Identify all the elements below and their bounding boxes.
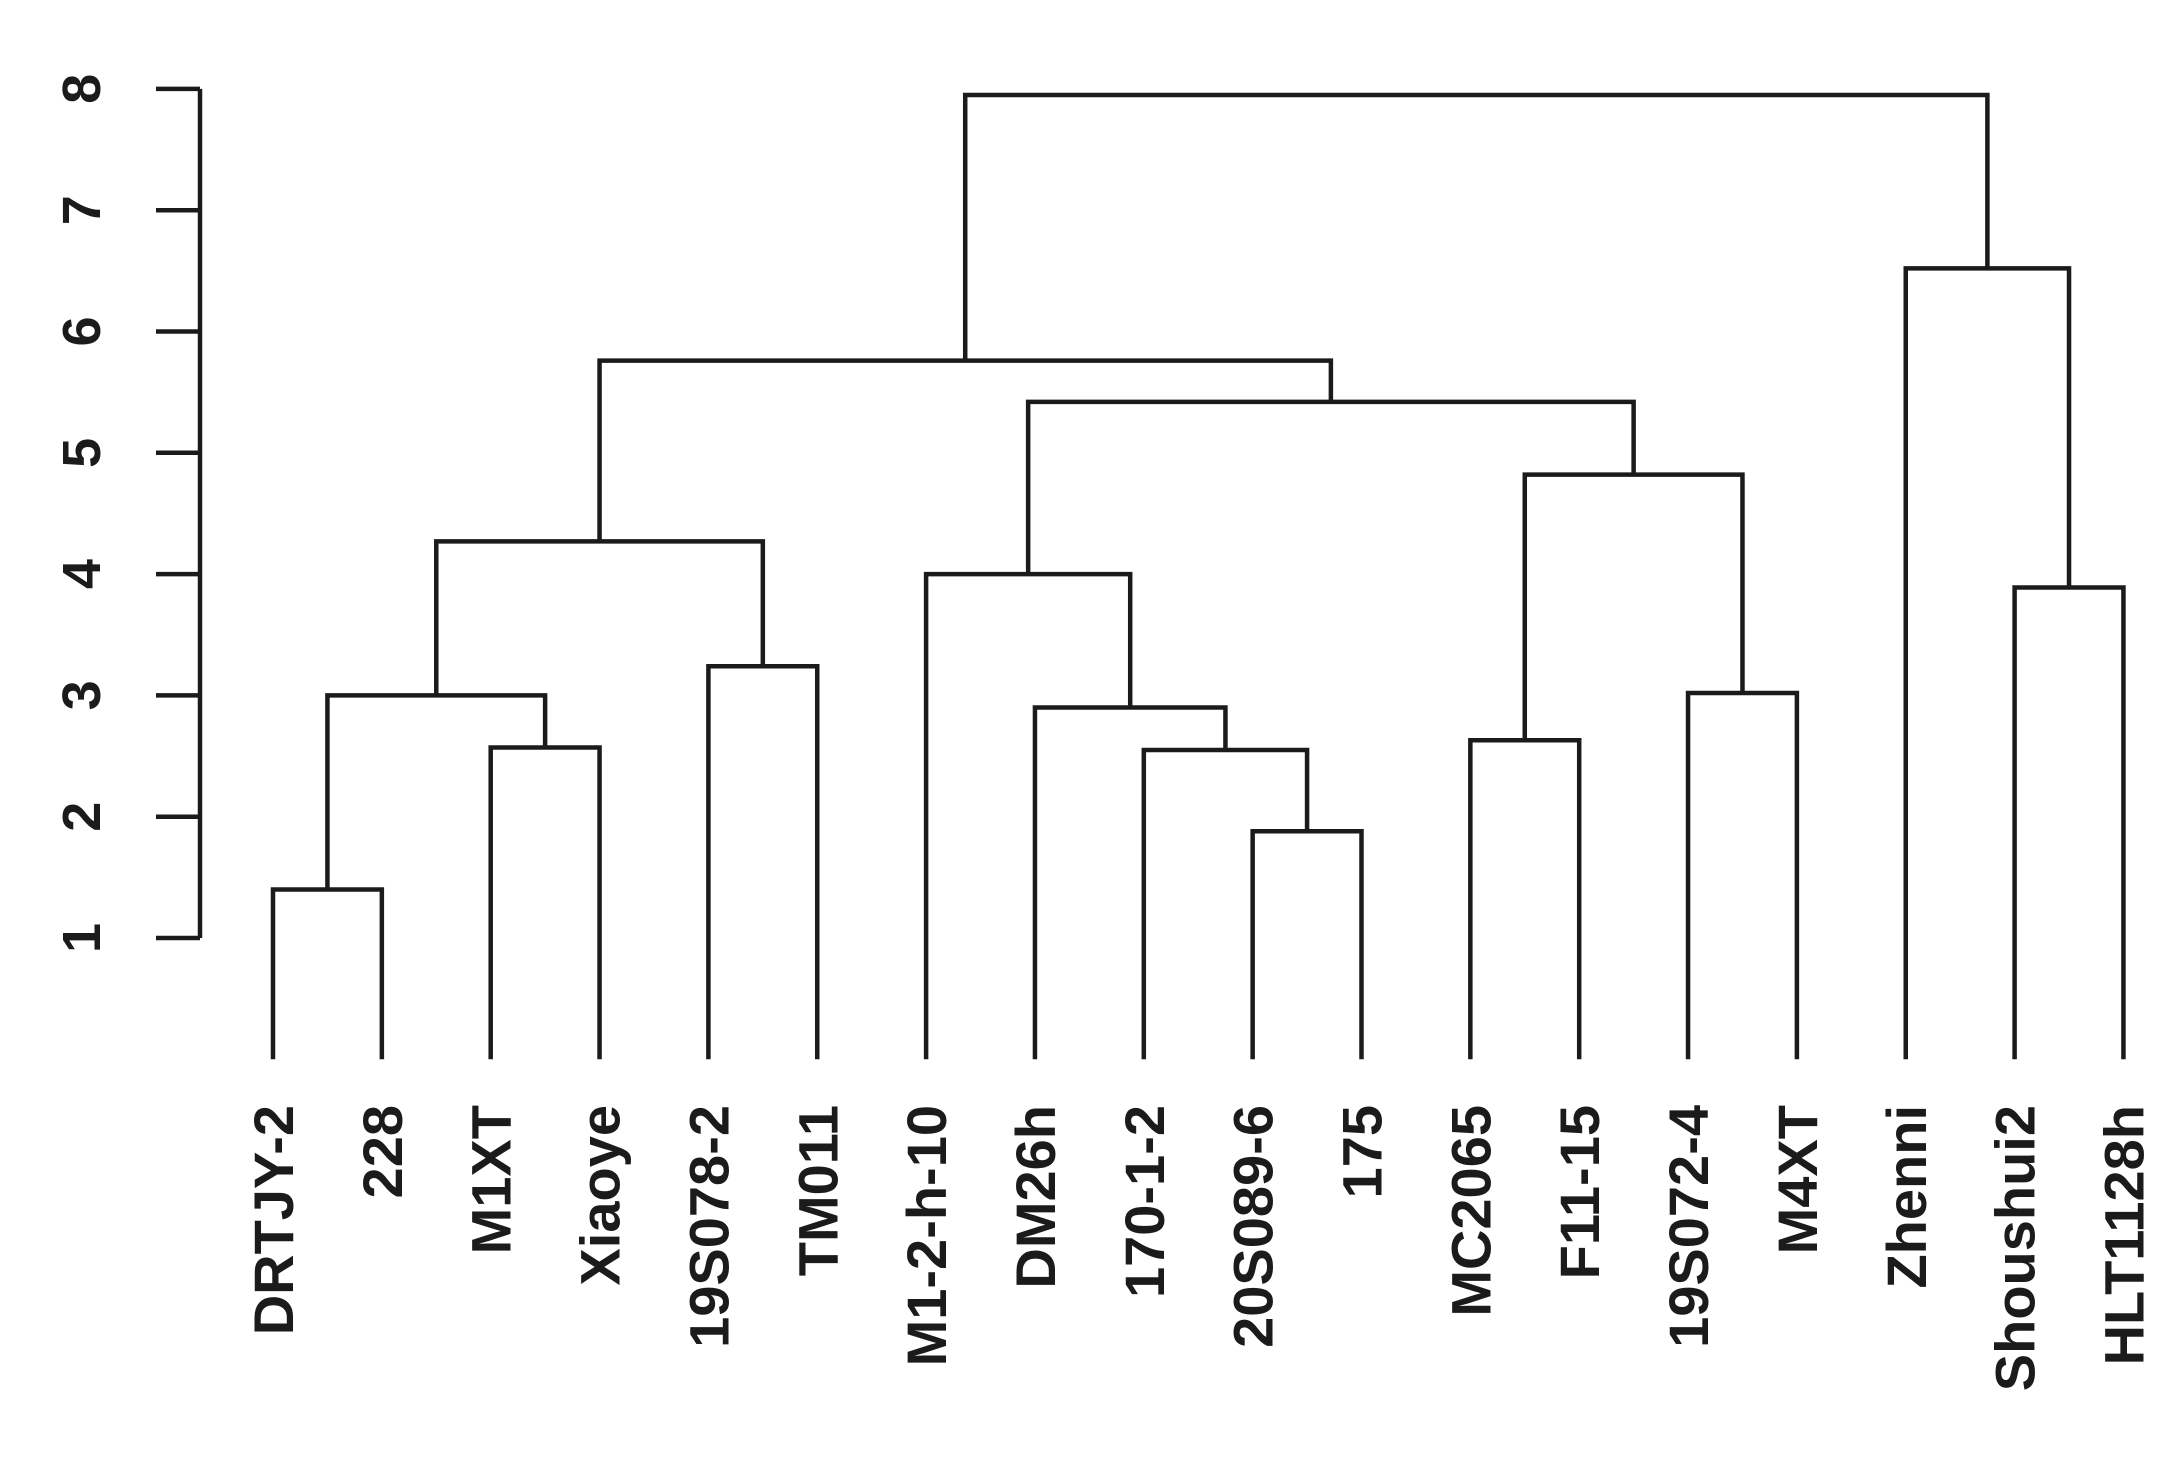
leaf-label: 175 xyxy=(1331,1105,1394,1198)
y-tick-label: 4 xyxy=(52,559,112,589)
cluster-link-n16 xyxy=(1903,266,2072,1060)
y-tick-label: 1 xyxy=(52,923,112,953)
leaf-label: Xiaoye xyxy=(569,1105,632,1286)
cluster-link-n3 xyxy=(325,693,548,890)
cluster-link-n5 xyxy=(434,539,766,696)
leaf-label: Shoushui2 xyxy=(1984,1105,2047,1391)
leaf-label: 19S072-4 xyxy=(1657,1105,1720,1348)
leaf-label: MC2065 xyxy=(1439,1105,1502,1317)
leaf-label: 228 xyxy=(351,1105,414,1198)
dendrogram-tree xyxy=(270,92,2126,1060)
cluster-link-n17 xyxy=(962,92,1990,361)
leaf-label: TM011 xyxy=(786,1105,849,1276)
y-tick-label: 5 xyxy=(52,438,112,468)
leaf-label: Zhenni xyxy=(1875,1105,1938,1289)
cluster-link-n1 xyxy=(270,887,385,1060)
leaf-labels: DRTJY-2 228 M1XT Xiaoye 19S078-2 TM011 M1-2-h-… xyxy=(242,1105,2155,1391)
y-tick-label: 8 xyxy=(52,74,112,104)
leaf-label: DM26h xyxy=(1004,1105,1067,1289)
y-tick-label: 6 xyxy=(52,316,112,346)
cluster-link-n7 xyxy=(1141,747,1310,1060)
cluster-link-n14 xyxy=(597,358,1334,542)
leaf-label: 19S078-2 xyxy=(677,1105,740,1348)
y-tick-label: 7 xyxy=(52,195,112,225)
y-tick-label: 2 xyxy=(52,802,112,832)
cluster-link-n8 xyxy=(1032,705,1228,1060)
cluster-link-n13 xyxy=(1025,399,1636,575)
cluster-link-n9 xyxy=(923,571,1133,1060)
leaf-label: 170-1-2 xyxy=(1113,1105,1176,1298)
leaf-label: DRTJY-2 xyxy=(242,1105,305,1335)
cluster-link-n4 xyxy=(706,664,820,1060)
leaf-label: M1-2-h-10 xyxy=(895,1105,958,1366)
leaf-label: M4XT xyxy=(1766,1105,1829,1254)
cluster-link-n11 xyxy=(1685,690,1800,1060)
cluster-link-n15 xyxy=(2012,585,2126,1060)
y-axis: 1 2 3 4 5 6 7 8 xyxy=(52,74,203,953)
leaf-label: 20S089-6 xyxy=(1222,1105,1285,1348)
y-tick-label: 3 xyxy=(52,680,112,710)
cluster-link-n10 xyxy=(1468,738,1582,1060)
leaf-label: HLT1128h xyxy=(2092,1105,2155,1365)
cluster-link-n6 xyxy=(1250,829,1364,1060)
cluster-link-n12 xyxy=(1522,472,1745,741)
leaf-label: F11-15 xyxy=(1548,1105,1611,1279)
leaf-label: M1XT xyxy=(460,1105,523,1254)
cluster-link-n2 xyxy=(488,745,602,1060)
